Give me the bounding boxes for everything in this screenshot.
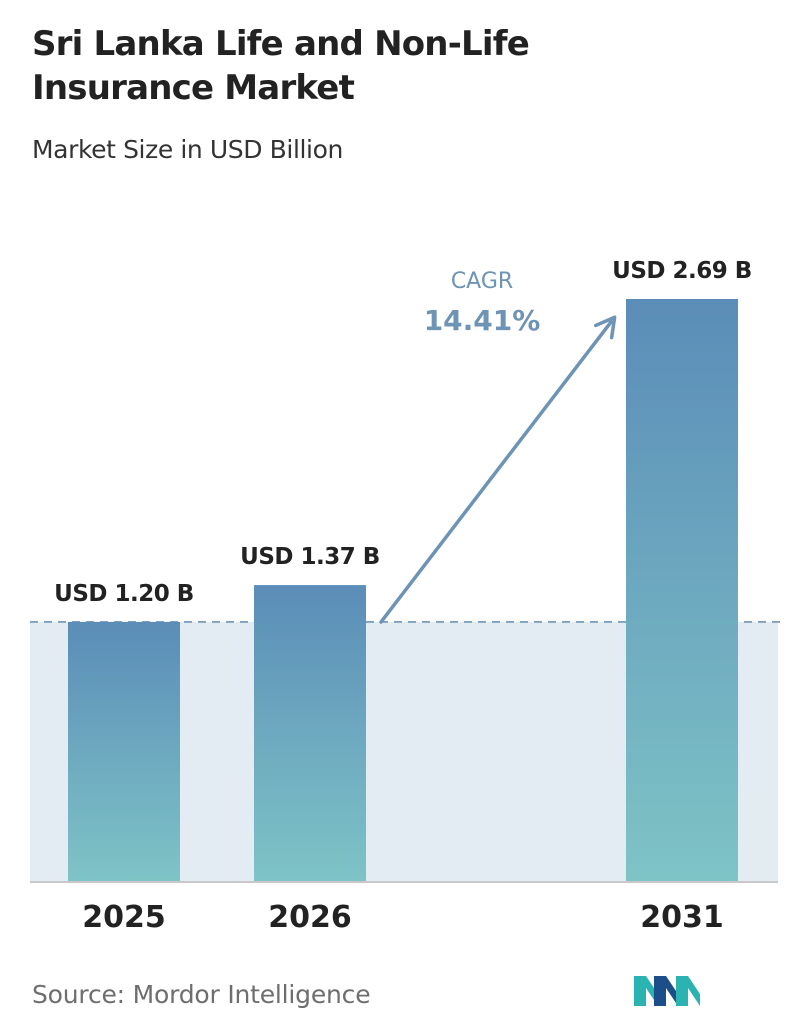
category-label-2031: 2031	[640, 900, 724, 935]
chart-subtitle: Market Size in USD Billion	[32, 135, 343, 164]
bar-2025	[68, 621, 180, 882]
value-label-2031: USD 2.69 B	[612, 258, 752, 284]
value-label-2026: USD 1.37 B	[240, 544, 380, 570]
cagr-arrow	[379, 315, 617, 624]
value-label-2025: USD 1.20 B	[54, 581, 194, 607]
bar-chart: USD 1.20 B 2025 USD 1.37 B 2026 USD 2.69 B 20…	[30, 258, 780, 935]
mordor-intelligence-logo	[634, 976, 700, 1006]
bar-2026	[254, 585, 366, 882]
source-text: Source: Mordor Intelligence	[32, 980, 371, 1009]
category-label-2026: 2026	[268, 900, 352, 935]
category-label-2025: 2025	[82, 900, 166, 935]
chart-title: Sri Lanka Life and Non-Life Insurance Ma…	[32, 24, 530, 108]
cagr-value: 14.41%	[424, 304, 541, 337]
bar-2031	[626, 299, 738, 882]
cagr-label: CAGR	[451, 269, 513, 294]
